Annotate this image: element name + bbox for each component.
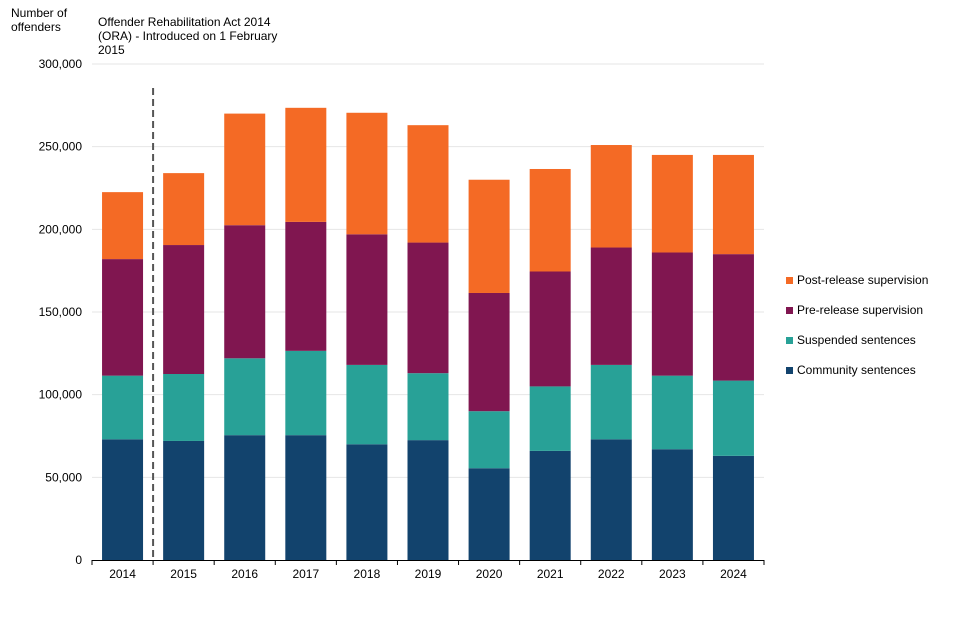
x-tick-label: 2015 xyxy=(170,567,197,581)
legend-swatch xyxy=(786,306,793,314)
legend-item: Pre-release supervision xyxy=(786,295,928,325)
x-tick-label: 2014 xyxy=(109,567,136,581)
bar-segment xyxy=(407,125,449,243)
y-tick-label: 0 xyxy=(75,553,82,567)
bar-segment xyxy=(712,455,754,560)
x-tick-label: 2020 xyxy=(476,567,503,581)
bar-segment xyxy=(468,179,510,293)
bar-segment xyxy=(590,364,632,440)
bar-segment xyxy=(407,242,449,374)
x-tick-label: 2016 xyxy=(231,567,258,581)
y-tick-label: 300,000 xyxy=(39,57,83,71)
bar-segment xyxy=(468,411,510,469)
legend-label: Community sentences xyxy=(797,363,916,377)
bar-segment xyxy=(407,373,449,441)
bar-segment xyxy=(224,358,266,436)
bar-segment xyxy=(102,375,144,440)
bar-segment xyxy=(651,449,693,560)
y-axis-label: Number of offenders xyxy=(11,6,68,34)
bar-segment xyxy=(346,112,388,235)
x-tick-label: 2019 xyxy=(415,567,442,581)
bar-segment xyxy=(468,468,510,560)
legend-label: Pre-release supervision xyxy=(797,303,924,317)
bar-segment xyxy=(224,435,266,560)
x-tick-label: 2017 xyxy=(292,567,319,581)
y-tick-label: 250,000 xyxy=(39,140,83,154)
bar-segment xyxy=(529,386,571,451)
bar-segment xyxy=(712,380,754,456)
legend-swatch xyxy=(786,336,793,344)
legend-item: Suspended sentences xyxy=(786,325,928,355)
y-tick-label: 50,000 xyxy=(45,470,82,484)
bar-segment xyxy=(468,292,510,412)
legend-swatch xyxy=(786,276,793,284)
bar-segment xyxy=(712,254,754,381)
bar-segment xyxy=(224,113,266,226)
x-tick-label: 2018 xyxy=(354,567,381,581)
bar-segment xyxy=(285,107,327,222)
bar-segment xyxy=(590,439,632,560)
bar-segment xyxy=(529,168,571,272)
y-tick-label: 200,000 xyxy=(39,222,83,236)
bar-segment xyxy=(102,192,144,260)
bar-segment xyxy=(651,252,693,376)
x-tick-label: 2023 xyxy=(659,567,686,581)
bar-segment xyxy=(285,435,327,560)
bar-segment xyxy=(346,444,388,560)
x-tick-label: 2022 xyxy=(598,567,625,581)
bar-segment xyxy=(163,440,205,560)
bar-segment xyxy=(163,374,205,441)
bar-segment xyxy=(346,364,388,445)
bar-segment xyxy=(163,173,205,246)
bar-segment xyxy=(285,221,327,351)
bar-segment xyxy=(407,440,449,560)
legend-item: Community sentences xyxy=(786,355,928,385)
legend-label: Post-release supervision xyxy=(797,273,929,287)
y-tick-label: 150,000 xyxy=(39,305,83,319)
bar-segment xyxy=(346,234,388,365)
x-tick-label: 2024 xyxy=(720,567,747,581)
legend-item: Post-release supervision xyxy=(786,265,928,295)
bar-segment xyxy=(651,154,693,253)
bar-segment xyxy=(590,145,632,248)
x-tick-label: 2021 xyxy=(537,567,564,581)
legend-label: Suspended sentences xyxy=(797,333,916,347)
chart-legend: Post-release supervision Pre-release supe… xyxy=(786,265,928,385)
bar-segment xyxy=(224,225,266,359)
bar-segment xyxy=(529,271,571,387)
bar-segment xyxy=(285,350,327,436)
y-tick-label: 100,000 xyxy=(39,388,83,402)
legend-swatch xyxy=(786,366,793,374)
bar-segment xyxy=(712,154,754,255)
ora-annotation: Offender Rehabilitation Act 2014 (ORA) -… xyxy=(98,15,278,57)
bar-segment xyxy=(529,450,571,560)
bar-segment xyxy=(651,375,693,450)
bar-segment xyxy=(102,259,144,376)
bar-segment xyxy=(102,439,144,560)
bar-segment xyxy=(163,245,205,374)
bar-segment xyxy=(590,247,632,365)
